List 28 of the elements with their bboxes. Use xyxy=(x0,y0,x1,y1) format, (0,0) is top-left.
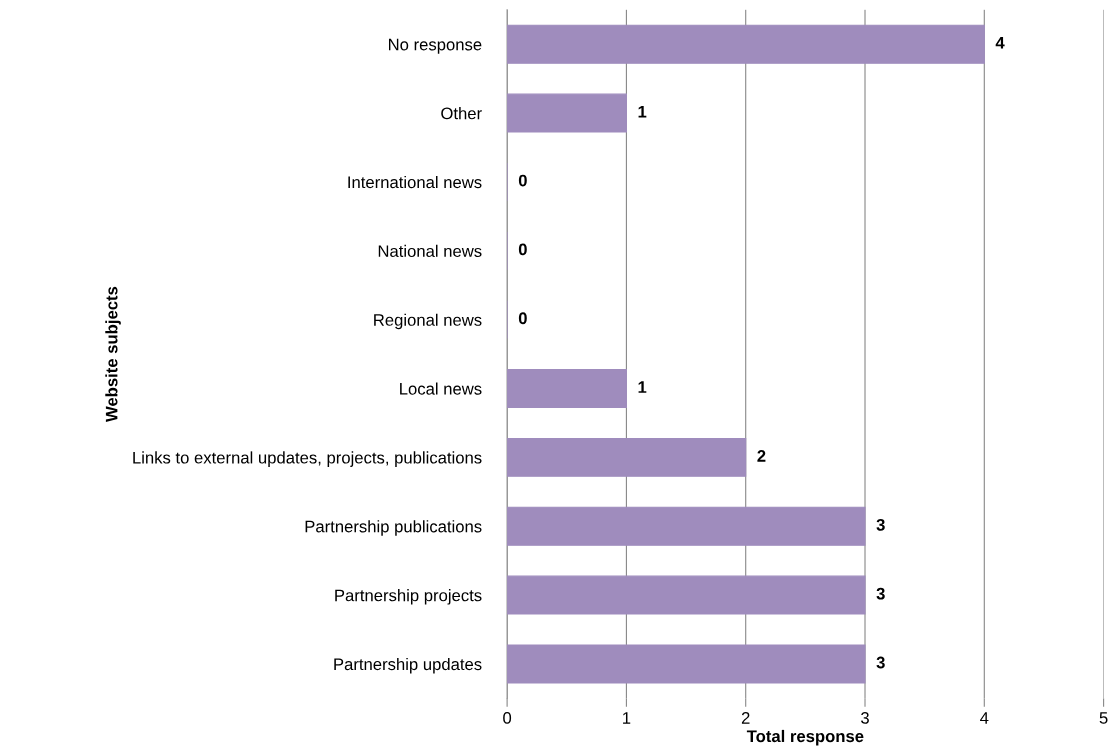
data-label: 4 xyxy=(995,37,1005,49)
x-tick-label: 4 xyxy=(980,712,989,724)
data-label: 0 xyxy=(518,243,527,256)
data-label: 1 xyxy=(638,105,647,118)
x-tick-label: 5 xyxy=(1099,712,1108,724)
y-tick-label: Partnership projects xyxy=(335,589,482,605)
y-tick-label: International news xyxy=(348,175,482,189)
data-label: 3 xyxy=(876,518,885,531)
x-tick-label: 1 xyxy=(623,712,631,724)
x-tick-label: 3 xyxy=(861,712,869,724)
y-tick-label: Partnership publications xyxy=(305,520,482,536)
y-tick-label: National news xyxy=(378,244,482,258)
y-tick-label: Other xyxy=(441,107,482,120)
y-tick-label: No response xyxy=(388,38,482,54)
y-axis-title: Website subjects xyxy=(105,286,121,422)
y-tick-label: Regional news xyxy=(374,313,482,330)
data-label: 2 xyxy=(757,450,766,462)
x-tick-label: 2 xyxy=(741,712,750,724)
x-tick-label: 0 xyxy=(503,712,512,724)
data-label: 0 xyxy=(518,312,527,325)
y-tick-label: Local news xyxy=(400,382,482,395)
x-axis-title: Total response xyxy=(746,729,864,746)
data-label: 1 xyxy=(638,381,647,393)
y-tick-label: Links to external updates, projects, publications xyxy=(133,451,482,467)
data-label: 3 xyxy=(876,587,885,600)
data-label: 0 xyxy=(518,174,527,187)
y-tick-label: Partnership updates xyxy=(334,657,482,674)
data-label: 3 xyxy=(876,656,885,669)
